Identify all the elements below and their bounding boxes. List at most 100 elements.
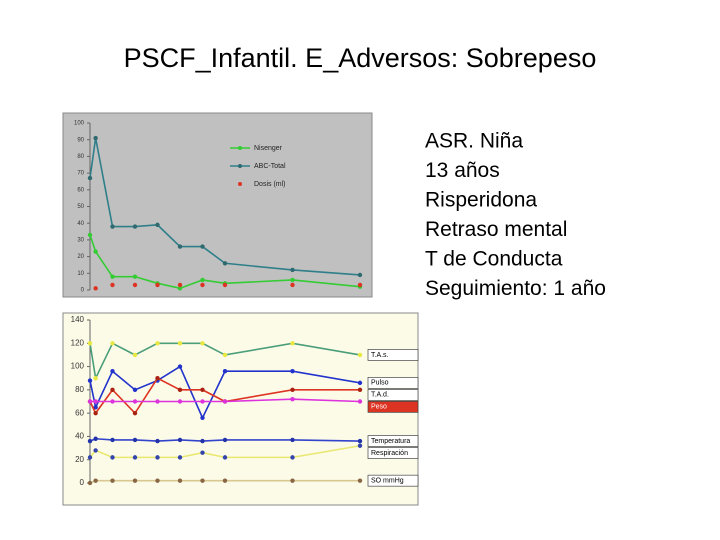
point: [290, 282, 295, 288]
point: [177, 244, 183, 249]
point: [132, 399, 138, 404]
point: [155, 399, 160, 404]
point: [177, 341, 183, 346]
info-line: Retraso mental: [425, 218, 567, 241]
point: [93, 399, 98, 404]
y-tick-label: 20: [77, 254, 84, 260]
series-line: [89, 444, 361, 459]
point: [222, 455, 228, 460]
y-tick-label: 100: [74, 121, 85, 127]
point: [200, 450, 205, 455]
y-tick-label: 0: [81, 288, 85, 294]
series-line: [89, 365, 361, 420]
point: [177, 478, 183, 483]
point: [177, 455, 183, 460]
point: [87, 399, 93, 404]
point: [290, 437, 295, 443]
point: [93, 376, 98, 381]
point: [155, 222, 160, 228]
info-line: 13 años: [425, 159, 500, 182]
point: [93, 478, 98, 483]
point: [200, 415, 205, 420]
point: [290, 455, 295, 460]
point: [200, 282, 205, 288]
point: [177, 286, 183, 291]
point: [290, 267, 295, 273]
legend-label: Temperatura: [371, 438, 410, 445]
point: [357, 399, 363, 404]
point: [200, 277, 205, 283]
point: [200, 341, 205, 346]
point: [177, 437, 183, 443]
point: [93, 249, 98, 254]
point: [110, 437, 115, 443]
legend-marker: [238, 146, 242, 150]
point: [155, 455, 160, 460]
point: [93, 448, 98, 453]
y-tick-label: 50: [77, 204, 84, 210]
info-line: Seguimiento: 1 año: [425, 277, 606, 300]
point: [132, 455, 138, 460]
legend-label: T.A.d.: [371, 392, 389, 399]
legend-label: T.A.s.: [371, 352, 389, 359]
point: [110, 455, 115, 460]
y-tick-label: 120: [71, 338, 85, 347]
point: [110, 341, 115, 346]
y-tick-label: 20: [75, 455, 84, 464]
point: [110, 399, 115, 404]
point: [132, 352, 138, 358]
point: [357, 272, 363, 278]
y-tick-label: 70: [77, 171, 84, 177]
point: [110, 282, 115, 288]
point: [290, 396, 295, 402]
point: [93, 405, 98, 410]
point: [110, 387, 115, 393]
point: [93, 135, 98, 141]
point: [110, 478, 115, 483]
point: [155, 478, 160, 483]
point: [87, 175, 93, 181]
point: [357, 438, 363, 444]
point: [200, 399, 205, 404]
point: [200, 438, 205, 444]
point: [132, 410, 138, 416]
y-tick-label: 0: [80, 478, 85, 487]
point: [177, 387, 183, 393]
point: [155, 438, 160, 444]
legend-label: Nisenger: [254, 145, 283, 152]
chart-frame: [62, 312, 419, 506]
legend-label: SO mmHg: [371, 478, 404, 485]
y-tick-label: 30: [77, 237, 84, 243]
legend-box: [367, 377, 419, 389]
point: [177, 399, 183, 404]
point: [357, 352, 363, 358]
legend-marker: [238, 164, 242, 168]
y-tick-label: 10: [77, 271, 84, 277]
point: [290, 387, 295, 393]
legend-label: Dosis (ml): [254, 181, 286, 188]
chart-frame: [62, 112, 373, 298]
point: [132, 478, 138, 483]
point: [222, 478, 228, 483]
info-line: ASR. Niña: [425, 130, 523, 153]
y-tick-label: 40: [77, 221, 84, 227]
point: [87, 455, 93, 460]
point: [222, 282, 228, 288]
point: [110, 274, 115, 279]
series-line: [89, 234, 361, 290]
legend-label: Pulso: [371, 380, 389, 387]
point: [357, 443, 363, 448]
series-line: [89, 342, 361, 381]
point: [132, 224, 138, 229]
point: [290, 277, 295, 283]
point: [357, 478, 363, 483]
legend-box: [367, 435, 419, 447]
point: [87, 232, 93, 238]
point: [222, 369, 228, 374]
point: [200, 387, 205, 393]
legend-box: [367, 474, 419, 487]
legend-box: [367, 401, 419, 413]
series-line: [89, 137, 361, 276]
point: [290, 341, 295, 346]
